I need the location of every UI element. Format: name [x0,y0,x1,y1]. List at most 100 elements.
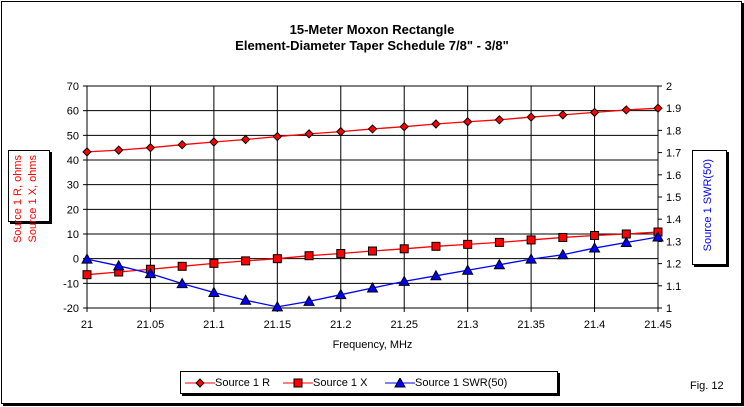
data-point-r [177,139,187,150]
y-tick-label-left: -20 [63,303,79,315]
data-point-x [336,248,346,258]
y-tick-label-left: -10 [63,278,79,290]
data-point-r [114,145,124,155]
data-point-swr [271,300,284,312]
x-tick-label: 21.15 [264,319,292,331]
data-point-x [241,256,251,266]
data-point-r [526,112,536,122]
data-point-swr [144,267,157,279]
diamond-marker-icon [185,378,215,388]
data-point-x [272,254,282,264]
y-tick-label-right: 1.6 [666,170,681,182]
y-tick-label-right: 2 [666,81,672,93]
data-point-r [209,137,219,147]
left-axis-label-box: Source 1 R, ohms Source 1 X, ohms [8,150,50,243]
y-tick-label-right: 1.4 [666,214,681,226]
data-point-x [399,244,409,254]
x-tick-label: 21 [81,319,93,331]
x-tick-label: 21.35 [517,319,545,331]
data-point-swr [334,288,347,300]
chart-title: 15-Meter Moxon Rectangle [289,22,455,37]
legend-label-r: Source 1 R [215,377,271,389]
y-tick-label-left: 20 [67,204,79,216]
data-point-r [431,119,441,129]
data-point-r [82,147,92,157]
data-point-swr [239,294,252,305]
plot-border [86,85,659,309]
legend-item-x: Source 1 X [283,377,367,389]
data-point-swr [208,286,220,297]
data-point-swr [525,253,537,264]
y-tick-label-right: 1.7 [666,148,681,160]
data-point-x [590,230,600,240]
data-point-r [589,107,600,118]
y-tick-label-left: 40 [67,155,79,167]
y-tick-label-left: 70 [67,81,79,93]
data-point-x [177,261,187,271]
y-tick-label-right: 1.1 [666,281,681,293]
data-point-x [526,235,536,245]
data-point-swr [556,248,569,260]
data-point-x [368,246,377,256]
x-tick-label: 21.05 [137,319,165,331]
data-point-r [304,129,314,139]
legend: Source 1 R Source 1 X Source 1 SWR(50) [180,371,558,394]
data-point-x [304,251,314,261]
data-point-r [399,121,409,132]
data-point-r [621,105,631,115]
data-point-r [558,110,568,120]
y-tick-label-left: 60 [67,106,79,118]
data-point-r [494,115,505,125]
right-axis-label-box: Source 1 SWR(50) [692,150,727,265]
data-point-r [240,134,251,145]
data-point-x [82,270,92,280]
data-point-r [272,131,283,142]
y-tick-label-right: 1.8 [666,125,681,137]
data-point-r [336,126,346,137]
data-point-x [494,237,504,247]
data-point-swr [303,295,315,306]
data-point-swr [493,258,506,270]
triangle-marker-icon [385,378,415,388]
data-point-swr [430,269,442,281]
data-point-x [431,241,441,251]
y-tick-label-right: 1.5 [666,192,681,204]
legend-item-r: Source 1 R [185,377,270,389]
x-tick-label: 21.4 [584,319,605,331]
data-point-swr [81,253,93,264]
data-point-swr [652,230,664,242]
data-point-x [558,232,568,242]
y-tick-label-right: 1 [666,303,672,315]
data-point-r [367,124,378,134]
square-marker-icon [283,378,313,388]
data-point-swr [588,242,601,253]
x-axis-label: Frequency, MHz [333,339,413,351]
y-tick-label-left: 30 [67,180,79,192]
x-tick-label: 21.45 [644,319,672,331]
legend-label-x: Source 1 X [313,377,368,389]
legend-item-swr: Source 1 SWR(50) [385,377,507,389]
data-point-swr [176,277,189,289]
data-point-swr [620,236,633,248]
data-point-x [209,258,219,268]
x-tick-label: 21.25 [390,319,418,331]
y-tick-label-right: 1.3 [666,236,681,248]
x-tick-label: 21.1 [203,319,224,331]
data-point-r [145,142,156,153]
y-tick-label-right: 1.2 [666,259,681,271]
y-tick-label-left: 0 [73,254,79,266]
data-point-swr [366,281,379,293]
data-point-r [462,117,473,127]
figure-label: Fig. 12 [690,380,724,392]
y-tick-label-left: 10 [67,229,79,241]
chart-subtitle: Element-Diameter Taper Schedule 7/8" - 3… [235,38,509,53]
data-point-swr [461,264,474,275]
data-point-swr [112,259,125,271]
data-point-x [463,239,473,249]
x-tick-label: 21.2 [330,319,351,331]
y-tick-label-left: 50 [67,130,79,142]
legend-label-swr: Source 1 SWR(50) [415,377,508,389]
